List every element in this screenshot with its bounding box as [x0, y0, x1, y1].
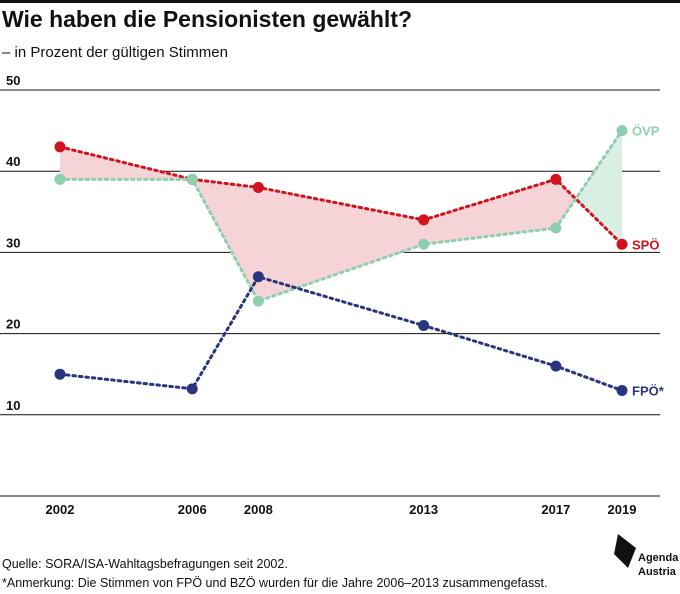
x-tick-label: 2008	[244, 502, 273, 517]
data-point-ovp	[186, 173, 198, 185]
logo-text-line1: Agenda	[638, 552, 679, 564]
series-label-fpo: FPÖ*	[632, 383, 665, 398]
gap-fills	[60, 130, 622, 302]
x-tick-label: 2017	[541, 502, 570, 517]
series-line-spo	[58, 145, 624, 246]
data-point-spo	[418, 214, 430, 226]
x-tick-label: 2006	[178, 502, 207, 517]
y-tick-label: 10	[6, 398, 20, 413]
series-label-ovp: ÖVP	[632, 124, 660, 139]
gridlines	[0, 89, 660, 497]
data-point-fpo	[252, 271, 264, 283]
data-point-fpo	[186, 383, 198, 395]
data-point-fpo	[616, 384, 628, 396]
data-point-ovp	[418, 238, 430, 250]
data-point-spo	[54, 141, 66, 153]
series-line-fpo	[58, 274, 624, 392]
x-tick-label: 2019	[608, 502, 637, 517]
y-tick-label: 50	[6, 73, 20, 88]
series-line-ovp	[58, 129, 624, 303]
gap-fill	[258, 187, 424, 302]
data-point-spo	[252, 181, 264, 193]
top-rule	[0, 0, 680, 3]
axis-labels: 10 20 30 40 50 2002 2006 2008 2013 2017 2019 SPÖ ÖVP…	[6, 73, 665, 517]
data-point-ovp	[550, 222, 562, 234]
gap-fill	[555, 179, 576, 229]
y-tick-label: 40	[6, 154, 20, 169]
x-tick-label: 2002	[46, 502, 75, 517]
data-point-spo	[616, 238, 628, 250]
data-point-fpo	[550, 360, 562, 372]
source-note: Quelle: SORA/ISA-Wahltagsbefragungen sei…	[2, 557, 288, 571]
data-point-ovp	[616, 125, 628, 137]
data-point-ovp	[54, 173, 66, 185]
chart-subtitle: – in Prozent der gültigen Stimmen	[2, 44, 228, 61]
agenda-austria-logo: Agenda Austria	[608, 532, 680, 594]
data-point-fpo	[54, 368, 66, 380]
line-chart: 10 20 30 40 50 2002 2006 2008 2013 2017 2019 SPÖ ÖVP…	[0, 73, 665, 517]
data-point-spo	[550, 173, 562, 185]
series-lines	[58, 129, 624, 392]
gap-fill	[423, 179, 556, 245]
logo-mark-icon	[614, 534, 636, 568]
gap-fill	[575, 130, 622, 245]
footnote: *Anmerkung: Die Stimmen von FPÖ und BZÖ …	[2, 576, 548, 590]
logo-text-line2: Austria	[638, 566, 676, 578]
chart-title: Wie haben die Pensionisten gewählt?	[2, 6, 413, 32]
series-label-spo: SPÖ	[632, 237, 659, 252]
series-points	[54, 125, 628, 396]
y-tick-label: 30	[6, 235, 20, 250]
x-tick-label: 2013	[409, 502, 438, 517]
data-point-ovp	[252, 295, 264, 307]
y-tick-label: 20	[6, 317, 20, 332]
data-point-fpo	[418, 319, 430, 331]
